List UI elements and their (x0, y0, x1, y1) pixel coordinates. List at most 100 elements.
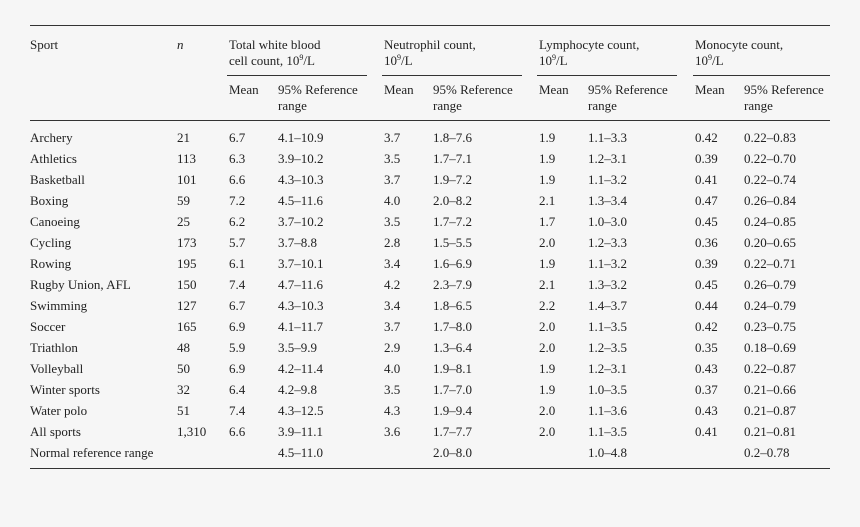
cell-neut-mean: 4.3 (384, 403, 401, 418)
cell-wbc-range: 3.9–11.1 (278, 424, 324, 439)
cell-lymph-mean: 2.1 (539, 193, 556, 208)
cell-wbc-range: 4.3–10.3 (278, 172, 324, 187)
cell-neut-mean: 4.0 (384, 361, 401, 376)
cell-lymph-range: 1.1–3.5 (588, 424, 627, 439)
table-row: Triathlon 48 5.9 3.5–9.9 2.9 1.3–6.4 2.0 1.2–3.… (0, 340, 860, 361)
cell-mono-range: 0.26–0.84 (744, 193, 796, 208)
cell-n: 51 (177, 403, 190, 418)
cell-lymph-range: 1.2–3.3 (588, 235, 627, 250)
header-sport: Sport (30, 37, 59, 52)
cell-neut-mean: 3.6 (384, 424, 401, 439)
cell-sport: Basketball (30, 172, 85, 187)
cell-n: 127 (177, 298, 197, 313)
cell-n: 195 (177, 256, 197, 271)
table-row: Normal reference range 4.5–11.0 2.0–8.0 1.0… (0, 445, 860, 466)
cell-wbc-mean: 6.1 (229, 256, 246, 271)
header-lymphocyte-line1: Lymphocyte count, (539, 37, 640, 52)
cell-mono-range: 0.22–0.87 (744, 361, 796, 376)
cell-lymph-range: 1.2–3.1 (588, 361, 627, 376)
table-row: Soccer 165 6.9 4.1–11.7 3.7 1.7–8.0 2.0 1.1–3.5… (0, 319, 860, 340)
cell-wbc-range: 4.1–10.9 (278, 130, 324, 145)
cell-lymph-range: 1.1–3.2 (588, 256, 627, 271)
cell-mono-range: 0.21–0.81 (744, 424, 796, 439)
cell-wbc-mean: 7.4 (229, 277, 246, 292)
cell-lymph-range: 1.1–3.6 (588, 403, 627, 418)
cell-neut-range: 1.3–6.4 (433, 340, 472, 355)
cell-wbc-range: 3.9–10.2 (278, 151, 324, 166)
cell-lymph-range: 1.1–3.3 (588, 130, 627, 145)
cell-wbc-mean: 6.6 (229, 172, 246, 187)
cell-wbc-range: 3.7–10.2 (278, 214, 324, 229)
cell-lymph-range: 1.0–3.0 (588, 214, 627, 229)
cell-mono-range: 0.22–0.83 (744, 130, 796, 145)
cell-mono-mean: 0.39 (695, 151, 718, 166)
cell-n: 101 (177, 172, 197, 187)
header-neutrophil-line2: 109/L (384, 53, 413, 68)
cell-mono-mean: 0.41 (695, 172, 718, 187)
cell-lymph-mean: 1.9 (539, 151, 556, 166)
table-row: Rugby Union, AFL 150 7.4 4.7–11.6 4.2 2.3–7.9… (0, 277, 860, 298)
cell-lymph-mean: 2.2 (539, 298, 556, 313)
cell-sport: Athletics (30, 151, 77, 166)
lymphocyte-group-rule (537, 75, 677, 76)
cell-mono-mean: 0.37 (695, 382, 718, 397)
monocyte-group-rule (693, 75, 830, 76)
header-monocyte-line1: Monocyte count, (695, 37, 784, 52)
header-n: n (177, 37, 184, 52)
cell-mono-mean: 0.35 (695, 340, 718, 355)
cell-lymph-mean: 2.0 (539, 403, 556, 418)
cell-neut-mean: 2.9 (384, 340, 401, 355)
cell-n: 50 (177, 361, 190, 376)
subheader-lymphocyte-mean: Mean (539, 82, 569, 97)
cell-neut-mean: 3.7 (384, 172, 401, 187)
cell-sport: Swimming (30, 298, 88, 313)
cell-neut-range: 1.8–6.5 (433, 298, 472, 313)
header-neutrophil-line1: Neutrophil count, (384, 37, 476, 52)
cell-mono-mean: 0.39 (695, 256, 718, 271)
cell-lymph-range: 1.1–3.2 (588, 172, 627, 187)
table-bottom-rule (30, 468, 830, 469)
cell-wbc-range: 3.7–8.8 (278, 235, 317, 250)
cell-mono-mean: 0.43 (695, 361, 718, 376)
cell-wbc-mean: 7.4 (229, 403, 246, 418)
cell-lymph-range: 1.1–3.5 (588, 319, 627, 334)
header-wbc: Total white blood cell count, 109/L (229, 37, 321, 69)
cell-neut-mean: 3.5 (384, 151, 401, 166)
cell-mono-mean: 0.41 (695, 424, 718, 439)
subheader-monocyte-range: 95% Reference range (744, 82, 824, 113)
cell-n: 150 (177, 277, 197, 292)
cell-mono-range: 0.24–0.85 (744, 214, 796, 229)
header-wbc-line1: Total white blood (229, 37, 321, 52)
cell-sport: Winter sports (30, 382, 100, 397)
cell-lymph-mean: 2.1 (539, 277, 556, 292)
cell-wbc-range: 4.5–11.6 (278, 193, 324, 208)
cell-lymph-range: 1.2–3.5 (588, 340, 627, 355)
cell-mono-range: 0.24–0.79 (744, 298, 796, 313)
cell-neut-range: 1.7–7.0 (433, 382, 472, 397)
cell-neut-mean: 4.0 (384, 193, 401, 208)
cell-mono-mean: 0.42 (695, 130, 718, 145)
cell-sport: Normal reference range (30, 445, 154, 460)
cell-lymph-mean: 2.0 (539, 424, 556, 439)
table-row: Boxing 59 7.2 4.5–11.6 4.0 2.0–8.2 2.1 1.3–3.4 0… (0, 193, 860, 214)
cell-mono-range: 0.22–0.74 (744, 172, 796, 187)
cell-wbc-mean: 6.3 (229, 151, 246, 166)
cell-mono-range: 0.2–0.78 (744, 445, 790, 460)
cell-wbc-mean: 6.2 (229, 214, 246, 229)
cell-mono-mean: 0.45 (695, 277, 718, 292)
table-row: Swimming 127 6.7 4.3–10.3 3.4 1.8–6.5 2.2 1.4–3… (0, 298, 860, 319)
cell-wbc-mean: 5.9 (229, 340, 246, 355)
cell-sport: Archery (30, 130, 73, 145)
cell-wbc-mean: 6.7 (229, 298, 246, 313)
subheader-neutrophil-range: 95% Reference range (433, 82, 513, 113)
cell-mono-range: 0.22–0.70 (744, 151, 796, 166)
header-neutrophil: Neutrophil count, 109/L (384, 37, 476, 69)
cell-sport: Triathlon (30, 340, 78, 355)
cell-lymph-range: 1.0–4.8 (588, 445, 627, 460)
cell-wbc-mean: 6.6 (229, 424, 246, 439)
cell-sport: Soccer (30, 319, 66, 334)
header-lymphocyte: Lymphocyte count, 109/L (539, 37, 639, 69)
cell-mono-mean: 0.45 (695, 214, 718, 229)
table-row: Archery 21 6.7 4.1–10.9 3.7 1.8–7.6 1.9 1.1–3.3… (0, 130, 860, 151)
cell-lymph-range: 1.3–3.2 (588, 277, 627, 292)
